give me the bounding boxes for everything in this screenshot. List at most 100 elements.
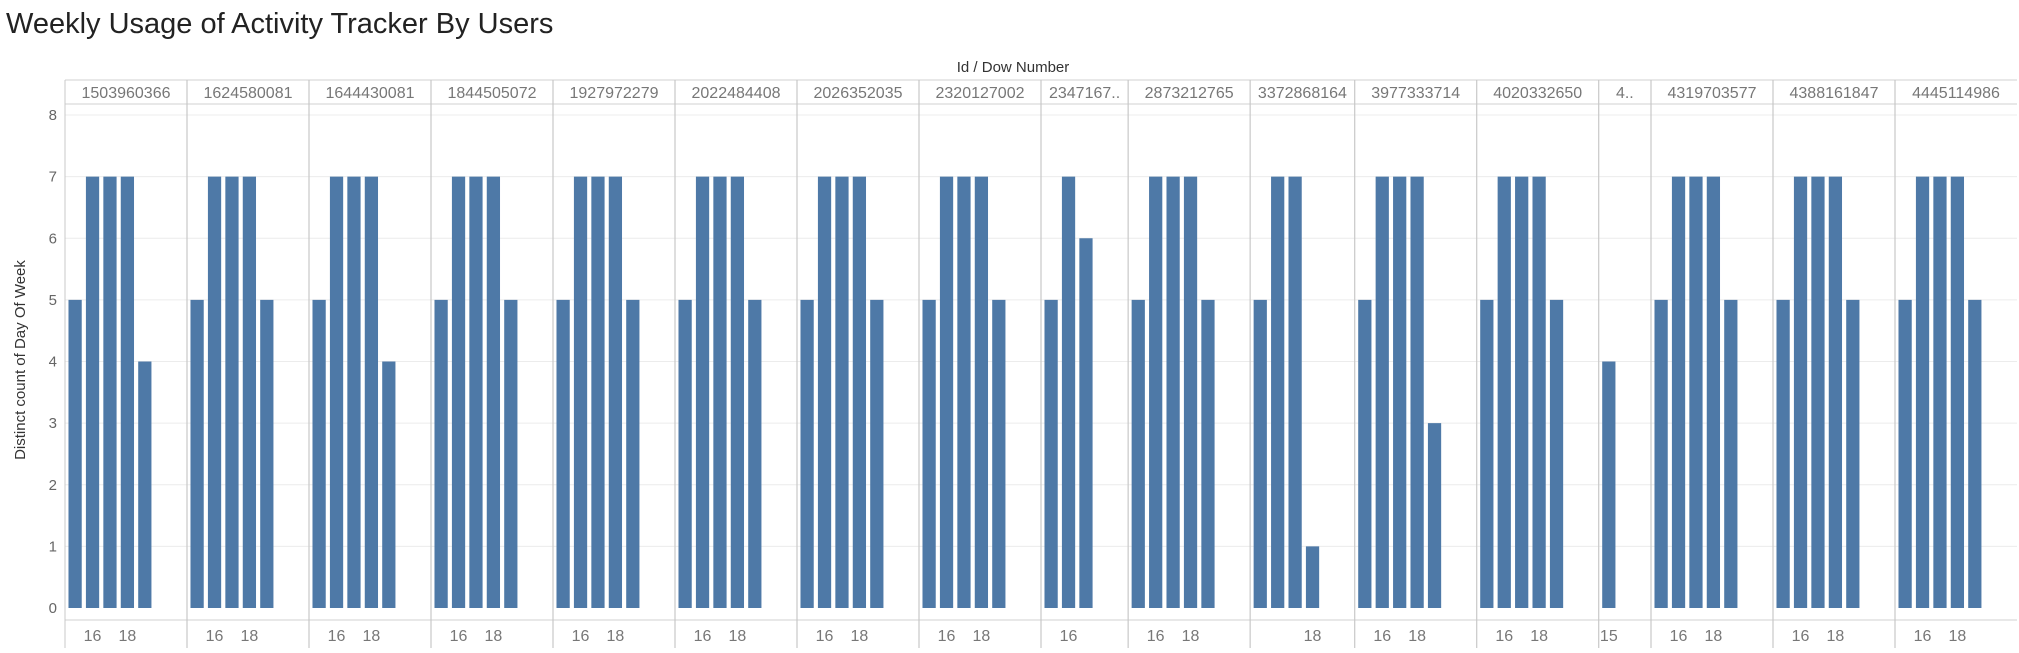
bar: [626, 299, 640, 608]
bar: [713, 176, 727, 608]
bar: [1811, 176, 1825, 608]
x-tick-label: 16: [1914, 628, 1932, 645]
chart-title: Weekly Usage of Activity Tracker By User…: [6, 8, 553, 40]
bar: [1375, 176, 1389, 608]
bar: [556, 299, 570, 608]
y-tick-label: 4: [49, 354, 57, 371]
bar: [1846, 299, 1860, 608]
bar: [1654, 299, 1668, 608]
panel-id-label: 3977333714: [1371, 85, 1460, 102]
bar: [852, 176, 867, 608]
bar: [1776, 299, 1790, 608]
bar: [974, 176, 989, 608]
y-tick-label: 1: [49, 538, 57, 555]
bar: [1898, 299, 1912, 608]
bar: [242, 176, 257, 608]
y-tick-label: 2: [49, 477, 57, 494]
bar: [695, 176, 710, 608]
x-tick-label: 15: [1600, 628, 1618, 645]
bar: [1968, 299, 1982, 608]
bar: [1724, 299, 1738, 608]
panel-id-label: 1644430081: [326, 85, 415, 102]
bar: [1358, 299, 1372, 608]
bar: [1427, 423, 1442, 608]
bar: [835, 176, 849, 608]
bar: [1828, 176, 1843, 608]
bar: [1915, 176, 1930, 608]
x-tick-label: 16: [816, 628, 834, 645]
bar: [1183, 176, 1198, 608]
panel-id-label: 2347167..: [1049, 85, 1120, 102]
bar: [68, 299, 82, 608]
bar: [608, 176, 623, 608]
bar: [1410, 176, 1424, 608]
bar: [1253, 299, 1267, 608]
x-tick-label: 18: [1704, 628, 1722, 645]
bar: [1549, 299, 1564, 608]
x-tick-label: 16: [572, 628, 590, 645]
bar: [678, 299, 692, 608]
bar: [1706, 176, 1721, 608]
panel-id-label: 4319703577: [1668, 85, 1757, 102]
bar: [1061, 176, 1076, 608]
y-tick-label: 8: [49, 107, 57, 124]
column-header: Id / Dow Number: [957, 59, 1070, 76]
bar: [207, 176, 222, 608]
bar: [103, 176, 117, 608]
panel-id-label: 2026352035: [814, 85, 903, 102]
x-tick-label: 16: [206, 628, 224, 645]
bar: [1671, 176, 1686, 608]
x-tick-label: 16: [694, 628, 712, 645]
x-tick-label: 18: [362, 628, 380, 645]
bar: [1131, 299, 1145, 608]
panel-id-label: 2022484408: [692, 85, 781, 102]
x-tick-label: 16: [450, 628, 468, 645]
bar: [312, 299, 326, 608]
bar: [329, 176, 344, 608]
bar: [1166, 176, 1180, 608]
x-tick-label: 18: [240, 628, 258, 645]
x-tick-label: 18: [1182, 628, 1200, 645]
bar: [1933, 176, 1947, 608]
bar: [817, 176, 832, 608]
panel-id-label: 3372868164: [1258, 85, 1347, 102]
bar: [1305, 546, 1320, 608]
x-tick-label: 18: [972, 628, 990, 645]
bar: [939, 176, 954, 608]
x-tick-label: 16: [84, 628, 102, 645]
y-tick-label: 0: [49, 600, 57, 617]
bar: [364, 176, 379, 608]
bar: [800, 299, 814, 608]
x-tick-label: 16: [1373, 628, 1391, 645]
x-tick-label: 16: [1495, 628, 1513, 645]
bar: [451, 176, 466, 608]
x-tick-label: 18: [484, 628, 502, 645]
bar: [225, 176, 239, 608]
x-tick-label: 16: [1060, 628, 1078, 645]
panel-id-label: 4020332650: [1493, 85, 1582, 102]
bar: [1793, 176, 1808, 608]
bar: [347, 176, 361, 608]
y-tick-label: 6: [49, 230, 57, 247]
bar: [120, 176, 135, 608]
x-tick-label: 18: [1530, 628, 1548, 645]
bar: [1689, 176, 1703, 608]
panel-id-label: 1844505072: [448, 85, 537, 102]
x-tick-label: 18: [1948, 628, 1966, 645]
bar: [992, 299, 1006, 608]
x-tick-label: 18: [728, 628, 746, 645]
y-tick-label: 3: [49, 415, 57, 432]
panel-id-label: 1927972279: [570, 85, 659, 102]
bar: [1149, 176, 1163, 608]
x-tick-label: 18: [1408, 628, 1426, 645]
bar: [573, 176, 588, 608]
bar: [1480, 299, 1494, 608]
y-tick-label: 7: [49, 169, 57, 186]
x-tick-label: 18: [118, 628, 136, 645]
bar: [591, 176, 605, 608]
bar: [1044, 299, 1058, 608]
bar: [957, 176, 971, 608]
bar: [1602, 361, 1616, 608]
